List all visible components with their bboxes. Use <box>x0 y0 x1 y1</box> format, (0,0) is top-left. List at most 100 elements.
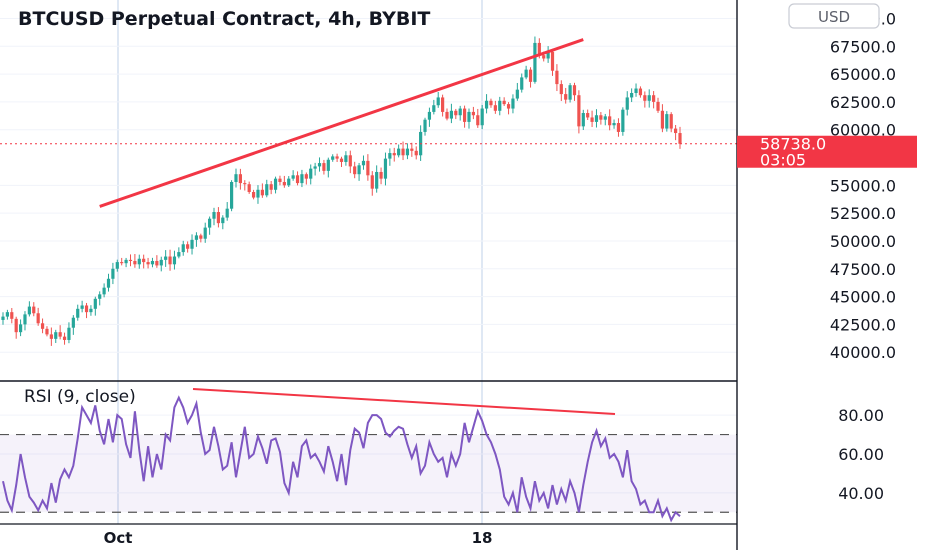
candle-down <box>471 111 475 116</box>
candle-down <box>564 94 568 100</box>
candle-down <box>199 235 203 239</box>
candle-up <box>18 324 23 333</box>
candle-up <box>234 174 238 182</box>
candle-up <box>300 174 304 184</box>
candle-down <box>506 104 511 109</box>
candle-up <box>164 256 168 260</box>
candle-down <box>370 175 374 189</box>
candle-up <box>225 208 229 218</box>
candle-down <box>542 55 546 59</box>
candle-up <box>511 98 515 109</box>
candle-down <box>599 115 603 120</box>
candle-down <box>559 84 563 95</box>
candle-down <box>260 189 264 196</box>
candle-down <box>410 148 414 151</box>
rsi-axis[interactable]: 80.00 60.00 40.00 <box>838 406 884 503</box>
candle-up <box>172 256 177 265</box>
candle-down <box>656 101 660 111</box>
candle-down <box>32 306 36 314</box>
price-tick-label: 62500.0 <box>830 93 896 112</box>
last-price-value: 58738.0 <box>760 135 826 154</box>
chart-title: BTCUSD Perpetual Contract, 4h, BYBIT <box>18 8 430 30</box>
candle-up <box>357 165 361 175</box>
grid-lines <box>0 0 737 524</box>
candle-up <box>27 306 31 315</box>
candle-down <box>441 97 445 112</box>
candle-up <box>405 148 410 156</box>
candle-down <box>339 158 344 162</box>
candle-down <box>251 192 256 198</box>
candle-up <box>54 332 58 339</box>
candle-up <box>102 287 106 295</box>
candle-down <box>155 260 159 266</box>
candle-down <box>49 334 53 339</box>
candle-down <box>304 174 308 179</box>
candle-down <box>282 181 286 186</box>
time-tick-label: 18 <box>472 529 493 547</box>
rsi-line <box>2 395 681 523</box>
candle-up <box>467 111 471 122</box>
candle-up <box>229 181 234 209</box>
price-tick-label: 55000.0 <box>830 176 896 195</box>
candle-down <box>146 262 150 265</box>
candle-up <box>203 227 207 239</box>
candle-up <box>498 100 502 111</box>
rsi-line-group <box>2 395 681 523</box>
candle-up <box>212 212 216 219</box>
currency-button[interactable]: USD <box>788 3 880 29</box>
candle-down <box>414 150 418 156</box>
trendlines <box>0 38 737 208</box>
candle-down <box>168 256 172 265</box>
rsi-title: RSI (9, close) <box>24 387 136 407</box>
time-axis[interactable]: Oct 18 <box>104 529 493 547</box>
candle-down <box>590 117 594 122</box>
candle-up <box>159 259 163 266</box>
candle-up <box>331 156 335 160</box>
candle-down <box>58 332 62 337</box>
price-tick-label: 60000.0 <box>830 121 896 140</box>
candle-down <box>14 318 18 333</box>
candle-down <box>555 70 559 85</box>
price-axis[interactable]: 70000.067500.065000.062500.060000.055000… <box>830 9 896 362</box>
time-tick-label: Oct <box>104 529 133 547</box>
candle-up <box>194 235 199 240</box>
candle-down <box>36 313 40 324</box>
candle-up <box>581 113 585 127</box>
candle-up <box>630 92 634 98</box>
candle-down <box>678 133 682 144</box>
candle-down <box>269 184 273 190</box>
candle-down <box>537 42 541 56</box>
candle-up <box>515 89 519 99</box>
candle-down <box>476 115 480 126</box>
candle-down <box>586 113 590 118</box>
rsi-band <box>0 433 737 513</box>
candle-up <box>436 97 440 106</box>
candle-down <box>489 100 493 106</box>
candle-down <box>186 244 190 249</box>
candle-up <box>388 153 392 159</box>
candle-up <box>5 312 9 317</box>
candle-up <box>427 111 432 120</box>
candle-down <box>652 95 656 102</box>
price-pane[interactable] <box>0 0 737 380</box>
candle-down <box>572 85 577 96</box>
candle-up <box>76 308 80 318</box>
candle-down <box>401 148 405 156</box>
candle-up <box>71 317 75 328</box>
candle-down <box>348 155 352 167</box>
candle-up <box>111 268 115 279</box>
candle-up <box>647 95 651 101</box>
candle-down <box>550 51 555 71</box>
candle-up <box>256 189 260 198</box>
candle-down <box>133 260 137 265</box>
price-tick-label: 50000.0 <box>830 232 896 251</box>
candle-down <box>616 123 621 132</box>
candle-up <box>524 69 528 78</box>
rsi-tick-label: 40.00 <box>838 484 884 503</box>
currency-label: USD <box>818 8 850 26</box>
candle-down <box>216 212 221 224</box>
candle-up <box>106 278 111 288</box>
candle-down <box>142 258 146 263</box>
candle-down <box>454 110 458 116</box>
candle-up <box>480 108 484 126</box>
